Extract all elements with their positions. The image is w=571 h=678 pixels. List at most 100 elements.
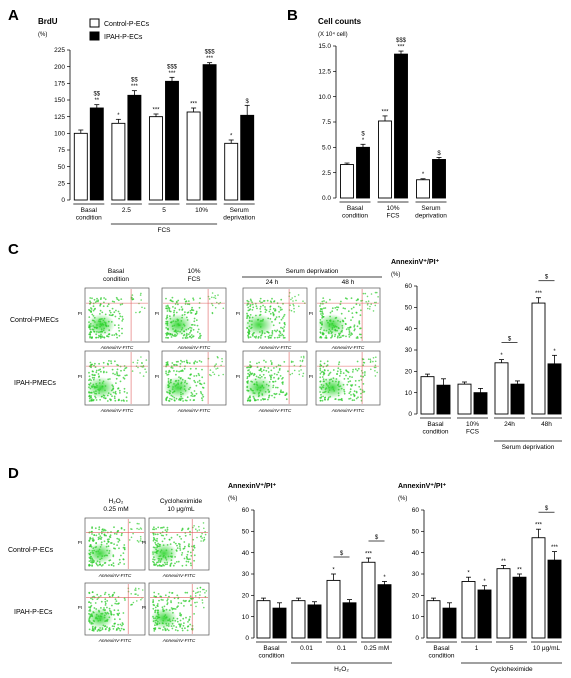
flow-c-r0-c1-dot-152 xyxy=(186,334,188,336)
flow-c-r1-c3-dot-64 xyxy=(358,385,361,388)
flow-c-r0-c3-dot-154 xyxy=(323,307,325,310)
flow-d-r0-c0-dot-70 xyxy=(121,532,123,535)
flow-d-r0-c1-dot-17 xyxy=(190,564,193,567)
flow-c-r1-c1-dot-165 xyxy=(175,373,177,376)
chart-a-sig-1-0: * xyxy=(117,113,120,119)
flow-c-r0-c0-ur-dot-10 xyxy=(131,296,133,299)
chart-b-cell-counts: 0.02.55.07.510.012.515.0*$******$$$*$Bas… xyxy=(318,38,447,219)
flow-c-r0-c2-dot-108 xyxy=(264,311,267,313)
flow-c-r1-c2-dot-56 xyxy=(256,362,258,365)
flow-d-r1-c0-ur-dot-15 xyxy=(130,593,132,595)
flow-c-r1-c1-dot-140 xyxy=(197,372,200,375)
chart-b-sig-3-0: * xyxy=(422,172,425,178)
flow-c-r0-c1-dot-35 xyxy=(165,297,167,300)
flow-d-r0-c1-dot-32 xyxy=(181,564,184,567)
flow-c-r0-c2-dot-168 xyxy=(269,306,272,308)
flow-d-r1-c1-dot-119 xyxy=(164,629,167,632)
flow-c-r1-c0-dot-140 xyxy=(120,369,122,372)
flow-c-r0-c1-dot-102 xyxy=(187,311,190,314)
flow-d-r1-c0-ur-dot-5 xyxy=(135,589,137,591)
flow-c-r0-c2-ur-dot-5 xyxy=(292,303,295,306)
flow-c-r0-c2-ur-dot-6 xyxy=(293,311,296,313)
flow-c-r0-c2-dot-147 xyxy=(272,324,275,327)
flow-c-r1-c3-ur-dot-4 xyxy=(374,366,377,369)
flow-c-r1-c1-dot-2 xyxy=(194,360,197,363)
flow-d-r0-c1-dot-18 xyxy=(174,542,177,545)
flow-c-r1-c1-dot-117 xyxy=(200,361,203,363)
flow-c-r0-c3-dot-158 xyxy=(347,327,349,329)
flow-c-r1-c0-dot-119 xyxy=(126,392,128,394)
flow-c-r0-c2-dot-1 xyxy=(280,334,282,337)
flow-d-r0-c0-ur-dot-15 xyxy=(140,538,142,540)
flow-c-r0-c2-dot-26 xyxy=(277,305,280,308)
flow-c-r0-c1-ur-dot-16 xyxy=(211,312,214,315)
chart-d1-bar-s1-c1 xyxy=(307,604,322,639)
flow-c-r1-c3-dot-120 xyxy=(339,368,342,371)
flow-c-r1-c2-dot-145 xyxy=(273,376,275,379)
flow-c-r0-c0-dot-54 xyxy=(107,303,110,306)
flow-c-r0-c3-ur-dot-13 xyxy=(374,291,377,294)
flow-c-r1-c2-dot-86 xyxy=(274,380,277,383)
flow-c-r0-c2-dot-57 xyxy=(281,317,284,319)
flow-c-r1-c1-dot-141 xyxy=(175,360,178,363)
flow-c-r0-c1-dot-27 xyxy=(193,324,196,326)
flow-c-r0-c1-dot-167 xyxy=(199,332,201,335)
flow-d-r0-c1-dot-160 xyxy=(156,537,159,540)
flow-d-r1-c1-dot-63 xyxy=(171,592,174,594)
flow-c-r0-c1-dot-53 xyxy=(197,328,200,331)
flow-d-r1-c1-dot-82 xyxy=(193,613,196,615)
flow-d-r0-c1-dot-96 xyxy=(162,526,165,529)
flow-d-r0-c1-dot-155 xyxy=(178,545,181,547)
flow-c-r1-c2-dot-167 xyxy=(251,372,254,375)
flow-c-r0-c2-dot-54 xyxy=(262,304,264,307)
chart-b-sig-1-0: *** xyxy=(381,109,389,115)
chart-d1-sig-2-0: * xyxy=(383,575,386,581)
flow-c-r0-c1-density xyxy=(163,313,193,336)
flow-c-r0-c2-dot-30 xyxy=(278,315,281,318)
flow-c-r1-c1-dot-125 xyxy=(193,390,196,392)
chart-d1-ytick-label-6: 60 xyxy=(242,507,250,514)
flow-d-r0-c0-dot-121 xyxy=(106,542,108,545)
chart-b-cat-label-2-1: deprivation xyxy=(415,213,447,220)
flow-c-r0-c0-dot-72 xyxy=(110,314,112,317)
chart-c-bar-s0-c0 xyxy=(420,376,435,415)
flow-d-r1-c1-dot-123 xyxy=(187,621,189,623)
flow-c-r1-c0-dot-136 xyxy=(125,400,128,402)
flow-c-r0-c3-dot-123 xyxy=(324,337,327,339)
flow-d-r0-c1-dot-136 xyxy=(152,528,154,531)
flow-c-r0-c1-dot-105 xyxy=(199,297,202,300)
flow-c-r0-c1-dot-83 xyxy=(172,334,175,337)
flow-c-r1-c2-dot-116 xyxy=(248,373,251,376)
flow-d-r0-c0-y-caption: PI xyxy=(78,540,82,545)
flow-c-r0-c3-dot-153 xyxy=(348,333,350,336)
flow-c-r1-c3-dot-138 xyxy=(328,372,331,375)
flow-c-r0-c2-dot-60 xyxy=(251,309,254,311)
flow-c-r1-c0-dot-108 xyxy=(88,371,90,374)
chart-d2-ytick-label-2: 20 xyxy=(412,593,420,600)
flow-c-r0-c1-dot-24 xyxy=(196,331,199,333)
flow-c-r1-c2-dot-146 xyxy=(276,373,278,376)
flow-d-r1-c1-ur-dot-14 xyxy=(203,606,205,609)
chart-d-cycloheximide: AnnexinV⁺/PI⁺(%)0102030405060***********… xyxy=(398,483,562,673)
flow-c-r0-c2-dot-96 xyxy=(270,334,273,337)
flow-d-r0-c1-ur-dot-1 xyxy=(198,525,200,528)
flow-c-r0-c0-dot-44 xyxy=(93,298,96,301)
flow-d-r0-c0-ur-dot-6 xyxy=(141,540,143,543)
flow-d-r1-c0-dot-78 xyxy=(96,630,99,632)
flow-d-r0-c1-dot-156 xyxy=(181,528,184,531)
flow-c-r1-c1-dot-22 xyxy=(199,391,202,393)
flow-cytometry-plots: AnnexinV-FITCPIAnnexinV-FITCPIAnnexinV-F… xyxy=(78,287,381,644)
flow-c-r1-c3-dot-58 xyxy=(360,396,362,398)
flow-d-r0-c1-dot-148 xyxy=(161,526,164,529)
flow-d-r0-c0-dot-109 xyxy=(91,526,93,528)
flow-d-r1-c0-ur-dot-13 xyxy=(134,587,137,590)
legend-swatch-ipah xyxy=(89,31,100,41)
flow-d-r0-c0-dot-123 xyxy=(92,540,95,542)
panel-a-letter: A xyxy=(8,7,19,24)
flow-c-r1-c0-dot-8 xyxy=(119,392,121,394)
flow-c-r1-c2-dot-102 xyxy=(267,367,270,369)
flow-c-r0-c0-dot-89 xyxy=(106,305,109,308)
flow-d-r0-c0-dot-100 xyxy=(95,563,98,566)
flow-c-r0-c0-dot-148 xyxy=(99,303,102,306)
flow-c-r1-c0-dot-148 xyxy=(125,374,128,377)
